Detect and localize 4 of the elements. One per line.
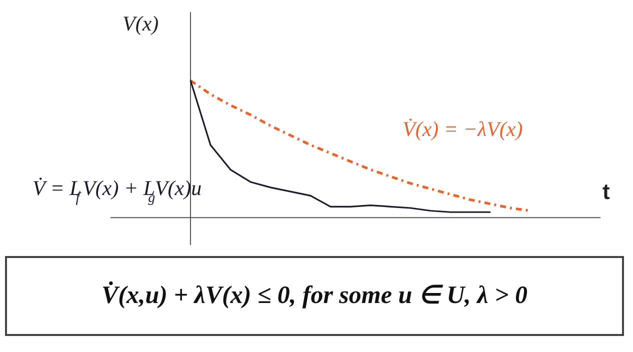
series-label: V̇(x) = −λV(x) <box>402 116 523 141</box>
y-axis-title: V(x) <box>122 11 159 36</box>
x-axis-title: t <box>602 178 610 204</box>
text: V̇(x,u) + λV(x) ≤ 0, for some u ∈ U, λ > 0 <box>102 280 528 312</box>
